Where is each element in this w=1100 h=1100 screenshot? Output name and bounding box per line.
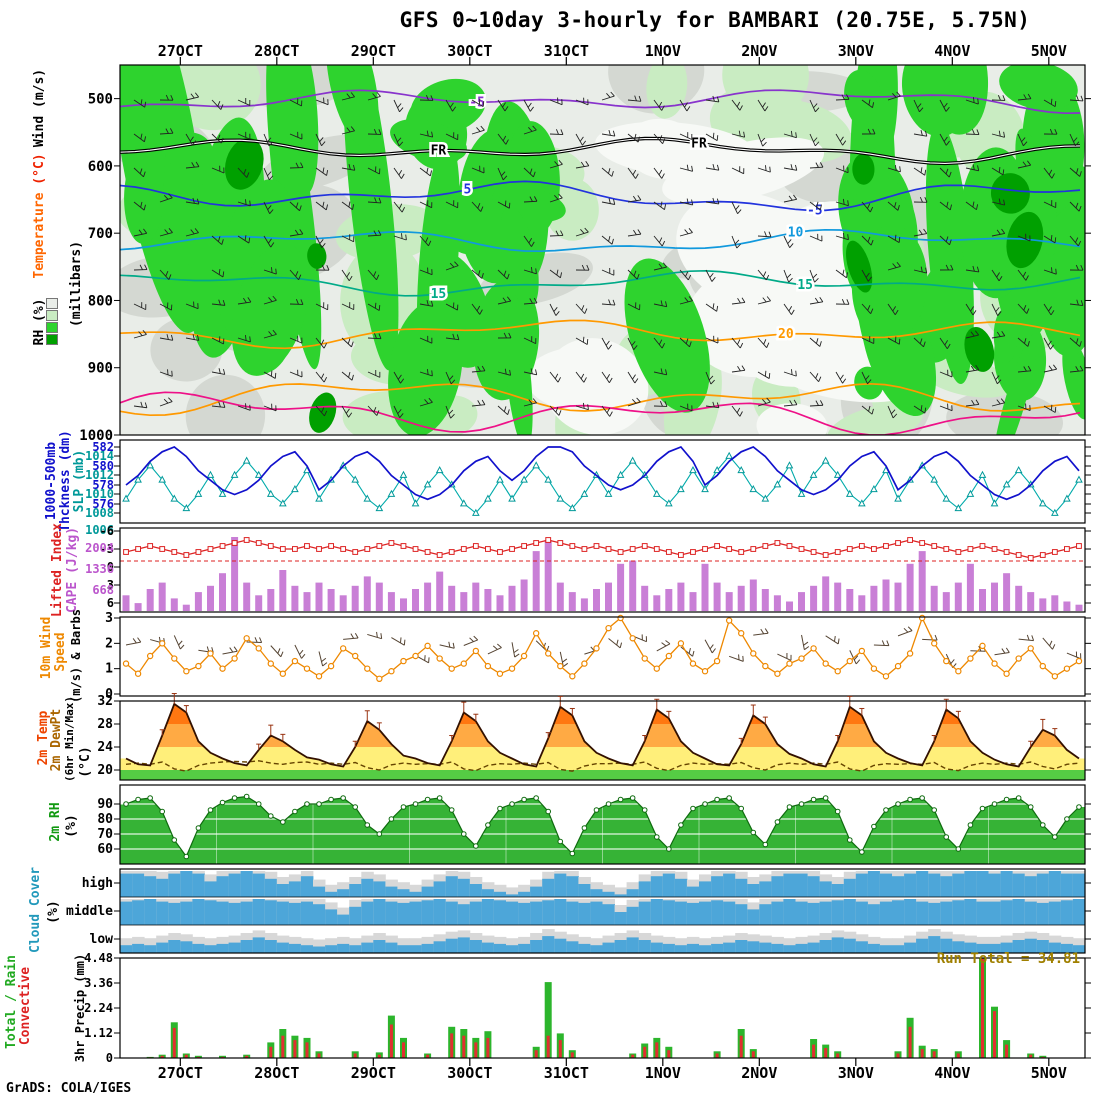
- axis-label-temperature-unit: (°C): [32, 153, 47, 185]
- svg-text:4.48: 4.48: [84, 951, 113, 965]
- svg-text:582: 582: [92, 440, 114, 454]
- svg-text:1008: 1008: [85, 506, 114, 520]
- svg-text:1.12: 1.12: [84, 1026, 113, 1040]
- svg-text:576: 576: [92, 497, 114, 511]
- svg-text:3: 3: [105, 611, 113, 626]
- svg-text:80: 80: [97, 812, 113, 827]
- x-axis-label: 4NOV: [934, 1064, 971, 1082]
- x-axis-label: 29OCT: [350, 42, 396, 60]
- svg-text:high: high: [82, 876, 113, 891]
- rh-swatch: [46, 322, 58, 333]
- svg-text:low: low: [90, 932, 114, 947]
- svg-text:1014: 1014: [85, 449, 114, 463]
- cloud-panel: high middle low: [66, 868, 1091, 954]
- svg-text:1: 1: [105, 662, 113, 677]
- svg-text:24: 24: [97, 740, 113, 755]
- rh-swatch: [46, 298, 58, 309]
- svg-text:2: 2: [105, 636, 113, 651]
- svg-text:1006: 1006: [85, 523, 114, 537]
- svg-text:-6: -6: [100, 524, 114, 538]
- svg-text:3.36: 3.36: [84, 976, 113, 990]
- x-axis-label: 2NOV: [741, 1064, 778, 1082]
- x-axis-label: 28OCT: [254, 42, 300, 60]
- x-axis-label: 1NOV: [644, 1064, 681, 1082]
- svg-text:70: 70: [97, 827, 113, 842]
- axis-label-temperature-text: Temperature: [32, 184, 47, 279]
- svg-text:3: 3: [107, 578, 114, 592]
- x-axis-label: 5NOV: [1030, 1064, 1067, 1082]
- svg-text:600: 600: [88, 159, 113, 175]
- x-axis-label: 30OCT: [447, 42, 493, 60]
- li-cape-panel: -6 -3 0 3 6 2004 1336 668: [85, 524, 1091, 613]
- svg-text:2004: 2004: [85, 541, 114, 555]
- axis-label-convective: Convective: [18, 966, 33, 1046]
- axis-label-degc: (°C): [78, 746, 93, 778]
- x-axis-label: 31OCT: [543, 1064, 589, 1082]
- wind10m-panel: 3 2 1 0: [105, 611, 1091, 702]
- svg-text:10: 10: [788, 226, 804, 241]
- axis-label-millibars: (millibars): [69, 240, 84, 328]
- svg-text:middle: middle: [66, 904, 113, 919]
- svg-text:20: 20: [97, 763, 113, 778]
- x-axis-label: 27OCT: [157, 42, 203, 60]
- svg-text:-3: -3: [100, 542, 114, 556]
- svg-text:15: 15: [797, 278, 813, 293]
- rh-swatch: [46, 310, 58, 321]
- run-total-label: Run Total = 34.81: [936, 951, 1080, 967]
- x-axis-bottom: 27OCT 28OCT 29OCT 30OCT 31OCT 1NOV 2NOV 3NOV 4NO…: [0, 1064, 1100, 1084]
- svg-text:2.24: 2.24: [84, 1001, 113, 1015]
- thickness-slp-panel: 582 580 578 576 1014 1012 1010 1008 1006: [85, 439, 1091, 537]
- svg-text:900: 900: [88, 361, 113, 377]
- x-axis-label: 1NOV: [644, 42, 681, 60]
- svg-text:FR: FR: [691, 136, 707, 151]
- svg-text:700: 700: [88, 226, 113, 242]
- svg-text:32: 32: [97, 694, 113, 709]
- svg-text:0: 0: [107, 560, 114, 574]
- precip-panel: 4.48 3.36 2.24 1.12 0: [84, 951, 1091, 1065]
- x-axis-label: 4NOV: [934, 42, 971, 60]
- rh-legend-swatches: [46, 298, 58, 346]
- svg-text:60: 60: [97, 842, 113, 857]
- svg-text:1012: 1012: [85, 468, 114, 482]
- x-axis-label: 3NOV: [837, 42, 874, 60]
- x-axis-label: 31OCT: [543, 42, 589, 60]
- grads-credit: GrADS: COLA/IGES: [6, 1081, 132, 1096]
- svg-text:-5: -5: [807, 204, 823, 219]
- svg-text:0: 0: [106, 1051, 113, 1065]
- x-axis-top: 27OCT 28OCT 29OCT 30OCT 31OCT 1NOV 2NOV 3NOV 4NO…: [0, 42, 1100, 62]
- axis-label-rh-pct: (%): [64, 814, 79, 838]
- svg-text:500: 500: [88, 92, 113, 108]
- svg-text:578: 578: [92, 478, 114, 492]
- svg-text:800: 800: [88, 293, 113, 309]
- svg-text:20: 20: [778, 327, 794, 342]
- svg-text:5: 5: [463, 183, 471, 198]
- svg-text:FR: FR: [431, 144, 447, 159]
- svg-text:580: 580: [92, 459, 114, 473]
- x-axis-label: 27OCT: [157, 1064, 203, 1082]
- page-title: GFS 0~10day 3-hourly for BAMBARI (20.75E…: [399, 8, 1031, 32]
- svg-text:0: 0: [105, 687, 113, 702]
- svg-text:6: 6: [107, 596, 114, 610]
- rh-swatch: [46, 334, 58, 345]
- x-axis-label: 30OCT: [447, 1064, 493, 1082]
- axis-label-cloud-pct: (%): [46, 900, 61, 924]
- svg-text:1336: 1336: [85, 562, 114, 576]
- x-axis-label: 29OCT: [350, 1064, 396, 1082]
- x-axis-label: 2NOV: [741, 42, 778, 60]
- svg-text:1000: 1000: [79, 428, 113, 444]
- svg-text:15: 15: [431, 287, 447, 302]
- svg-text:90: 90: [97, 797, 113, 812]
- svg-text:1010: 1010: [85, 487, 114, 501]
- axis-label-3hr-precip: 3hr Precip (mm): [73, 953, 87, 1063]
- x-axis-label: 3NOV: [837, 1064, 874, 1082]
- temp2m-panel: 32 28 24 20: [97, 693, 1091, 781]
- x-axis-label: 28OCT: [254, 1064, 300, 1082]
- x-axis-label: 5NOV: [1030, 42, 1067, 60]
- svg-text:28: 28: [97, 717, 113, 732]
- svg-text:668: 668: [92, 583, 114, 597]
